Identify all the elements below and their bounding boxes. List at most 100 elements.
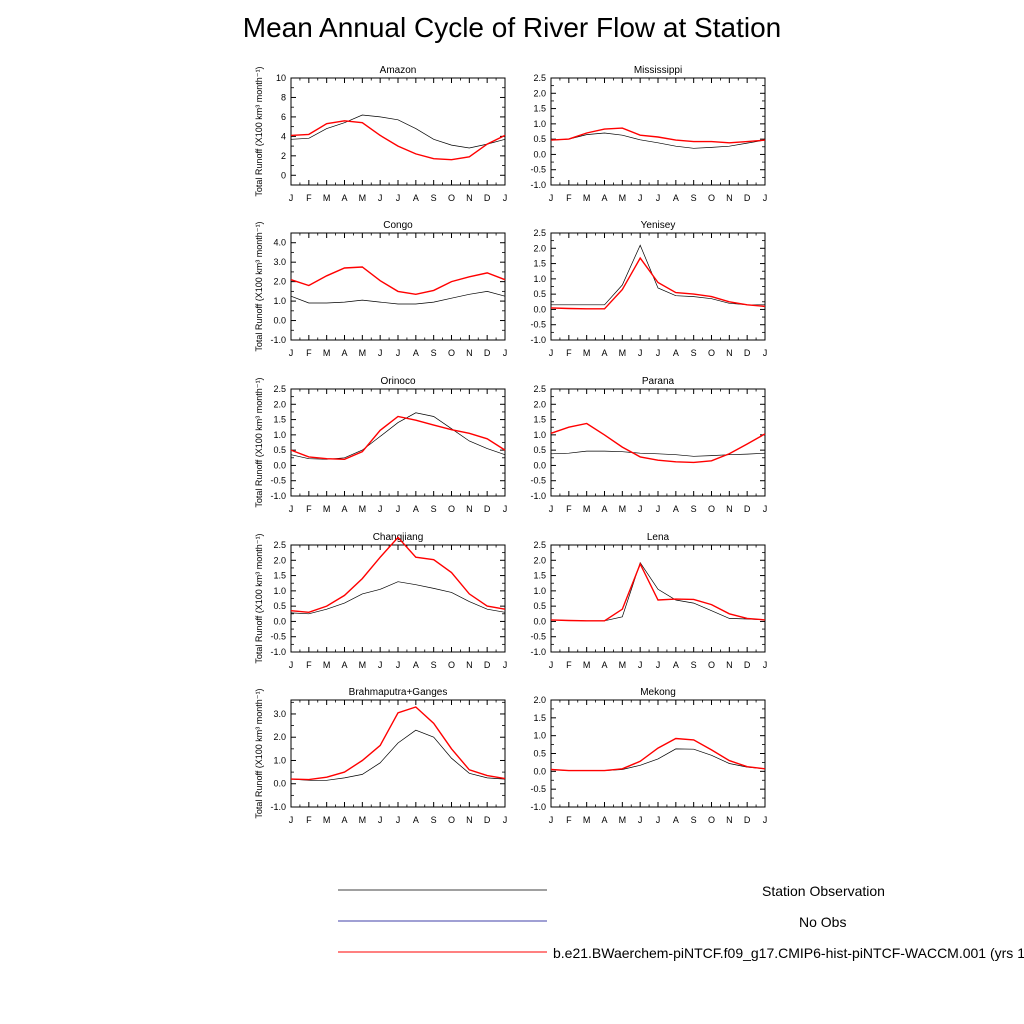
orinoco-ytick-label: 1.0: [273, 430, 286, 440]
changjiang-ytick-label: 1.0: [273, 586, 286, 596]
yenisey-xtick-label: J: [549, 348, 554, 358]
brahmaputra-ganges-xtick-label: M: [323, 815, 331, 825]
congo-xtick-label: O: [448, 348, 455, 358]
mekong-ytick-label: 0.0: [533, 766, 546, 776]
changjiang-xtick-label: J: [289, 660, 294, 670]
yenisey-xtick-label: S: [691, 348, 697, 358]
parana-ytick-label: 1.0: [533, 430, 546, 440]
changjiang-ytick-label: 2.0: [273, 555, 286, 565]
lena-ytick-label: 2.5: [533, 540, 546, 550]
mississippi-series-obs: [550, 132, 766, 149]
parana-xtick-label: M: [583, 504, 591, 514]
orinoco-series-model: [290, 415, 506, 461]
yenisey-xtick-label: A: [673, 348, 679, 358]
yenisey-frame: [550, 232, 766, 341]
changjiang-xtick-label: J: [396, 660, 401, 670]
congo-xtick-label: M: [323, 348, 331, 358]
mississippi-series-model: [550, 127, 766, 144]
congo-xtick-label: A: [341, 348, 347, 358]
congo-xtick-label: S: [431, 348, 437, 358]
amazon-ytick-label: 4: [281, 131, 286, 141]
parana-xtick-label: A: [673, 504, 679, 514]
mississippi-xtick-label: O: [708, 193, 715, 203]
ylabel: Total Runoff (X100 km³ month⁻¹): [254, 377, 264, 507]
yenisey-ytick-label: 1.5: [533, 259, 546, 269]
mississippi-ytick-label: 0.0: [533, 149, 546, 159]
lena-ytick-label: 1.5: [533, 571, 546, 581]
lena-xtick-label: A: [673, 660, 679, 670]
lena-xtick-label: J: [763, 660, 768, 670]
mississippi-xtick-label: M: [619, 193, 627, 203]
lena-xtick-label: J: [549, 660, 554, 670]
lena-xtick-label: A: [601, 660, 607, 670]
congo-ytick-label: 4.0: [273, 238, 286, 248]
mississippi-xtick-label: S: [691, 193, 697, 203]
mississippi-xtick-label: A: [601, 193, 607, 203]
changjiang-xtick-label: A: [413, 660, 419, 670]
changjiang-ytick-label: 0.5: [273, 601, 286, 611]
lena-xtick-label: F: [566, 660, 572, 670]
lena-ytick-label: 2.0: [533, 555, 546, 565]
congo-xtick-label: J: [289, 348, 294, 358]
lena-ytick-label: -1.0: [530, 647, 546, 657]
congo-xtick-label: N: [466, 348, 473, 358]
amazon-title: Amazon: [380, 65, 417, 76]
mekong-ytick-label: 1.0: [533, 731, 546, 741]
parana-xtick-label: J: [763, 504, 768, 514]
amazon-xtick-label: J: [378, 193, 383, 203]
mississippi-ytick-label: 2.0: [533, 88, 546, 98]
mekong-xtick-label: M: [583, 815, 591, 825]
changjiang-ytick-label: -1.0: [270, 647, 286, 657]
congo-series-model: [290, 266, 506, 296]
mekong-xtick-label: S: [691, 815, 697, 825]
yenisey-ytick-label: -0.5: [530, 320, 546, 330]
yenisey-ytick-label: 2.5: [533, 228, 546, 238]
mississippi-title: Mississippi: [634, 65, 682, 76]
orinoco-series-obs: [290, 412, 506, 460]
parana-series-model: [550, 422, 766, 464]
yenisey-xtick-label: J: [656, 348, 661, 358]
changjiang-xtick-label: S: [431, 660, 437, 670]
yenisey-xtick-label: O: [708, 348, 715, 358]
orinoco-xtick-label: A: [413, 504, 419, 514]
mekong-ytick-label: 2.0: [533, 695, 546, 705]
yenisey-ytick-label: 0.0: [533, 304, 546, 314]
amazon-ytick-label: 6: [281, 112, 286, 122]
congo-ytick-label: -1.0: [270, 335, 286, 345]
brahmaputra-ganges-series-obs: [290, 729, 506, 781]
congo-xtick-label: J: [396, 348, 401, 358]
legend-label-noobs: No Obs: [799, 914, 847, 930]
lena-xtick-label: J: [656, 660, 661, 670]
amazon-ytick-label: 0: [281, 170, 286, 180]
lena-ytick-label: 0.0: [533, 616, 546, 626]
yenisey-xtick-label: M: [583, 348, 591, 358]
amazon-xtick-label: M: [323, 193, 331, 203]
yenisey-ytick-label: 2.0: [533, 243, 546, 253]
amazon-xtick-label: O: [448, 193, 455, 203]
amazon-xtick-label: M: [359, 193, 367, 203]
amazon-xtick-label: D: [484, 193, 491, 203]
amazon-xtick-label: A: [413, 193, 419, 203]
parana-xtick-label: M: [619, 504, 627, 514]
mississippi-xtick-label: D: [744, 193, 751, 203]
changjiang-xtick-label: N: [466, 660, 473, 670]
congo-ytick-label: 0.0: [273, 316, 286, 326]
mississippi-xtick-label: A: [673, 193, 679, 203]
mekong-xtick-label: A: [673, 815, 679, 825]
mekong-xtick-label: A: [601, 815, 607, 825]
brahmaputra-ganges-xtick-label: A: [341, 815, 347, 825]
parana-xtick-label: F: [566, 504, 572, 514]
legend-label-obs: Station Observation: [762, 883, 885, 899]
mississippi-xtick-label: M: [583, 193, 591, 203]
orinoco-ytick-label: 0.5: [273, 445, 286, 455]
changjiang-xtick-label: D: [484, 660, 491, 670]
brahmaputra-ganges-xtick-label: D: [484, 815, 491, 825]
yenisey-ytick-label: 0.5: [533, 289, 546, 299]
orinoco-ytick-label: -0.5: [270, 476, 286, 486]
changjiang-frame: [290, 544, 506, 653]
amazon-ytick-label: 8: [281, 92, 286, 102]
mississippi-ytick-label: 2.5: [533, 73, 546, 83]
parana-xtick-label: D: [744, 504, 751, 514]
yenisey-title: Yenisey: [641, 220, 676, 231]
